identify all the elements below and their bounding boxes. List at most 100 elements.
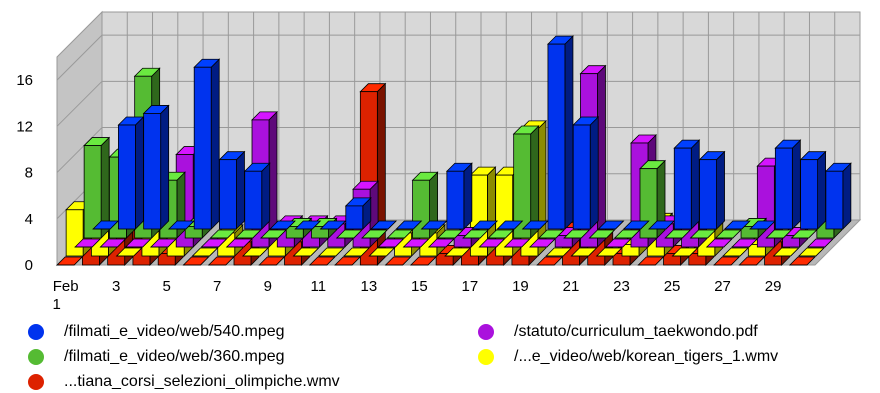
bar [806, 238, 834, 248]
bar [462, 229, 490, 239]
bar [149, 238, 177, 248]
bar [772, 247, 800, 257]
legend-label: /...e_video/web/korean_tigers_1.wmv [514, 348, 779, 365]
bar [258, 256, 286, 266]
x-tick-label: 15 [411, 278, 428, 295]
bar-statuto-curriculum-taekwondo-pdf-20-front [554, 235, 573, 248]
bar-filmati-e-video-web-540-mpeg-20-front [572, 124, 591, 230]
bar [537, 229, 565, 239]
legend-label: /filmati_e_video/web/360.mpeg [64, 348, 285, 365]
bar-filmati-e-video-web-540-mpeg-5-front [193, 66, 212, 230]
legend-swatch [478, 349, 494, 365]
bar [774, 139, 802, 230]
bar-tiana-corsi-selezioni-olimpiche-wmv-16-front [435, 253, 454, 266]
x-tick-label: 19 [512, 278, 529, 295]
x-tick-label: 13 [360, 278, 377, 295]
bar-filmati-e-video-web-540-mpeg-25-front [699, 159, 717, 230]
bar [361, 229, 389, 239]
bar [572, 116, 600, 230]
bar [182, 256, 210, 266]
bar-filmati-e-video-web-540-mpeg-29-front [800, 159, 818, 230]
legend-label: /filmati_e_video/web/540.mpeg [64, 323, 285, 340]
bar-filmati-e-video-web-540-mpeg-25-side [716, 150, 725, 230]
bar [308, 256, 336, 266]
x-tick-label: 11 [311, 278, 327, 295]
bar-statuto-curriculum-taekwondo-pdf-21-side [597, 64, 606, 248]
bar-e-video-web-korean-tigers-1-wmv-1-front [65, 209, 84, 257]
grid-line [56, 80, 103, 127]
bar [713, 256, 741, 266]
bar [377, 238, 405, 248]
bar [117, 116, 145, 230]
x-tick-label: 7 [213, 278, 221, 295]
bar [698, 150, 726, 230]
bar-filmati-e-video-web-540-mpeg-19-front [547, 43, 566, 230]
legend-swatch [28, 324, 44, 340]
bar [74, 238, 102, 248]
bar [705, 238, 733, 248]
bar [344, 196, 372, 230]
bar [671, 247, 699, 257]
bar [788, 256, 816, 266]
y-tick-label: 16 [16, 72, 33, 89]
bar [546, 35, 574, 230]
bar-e-video-web-korean-tigers-1-wmv-23-front [621, 244, 640, 257]
x-tick-label: 3 [112, 278, 120, 295]
bar [496, 220, 524, 230]
bar-filmati-e-video-web-540-mpeg-15-side [463, 162, 473, 230]
bar [191, 247, 219, 257]
x-tick-label: Feb [53, 278, 79, 295]
bar [595, 247, 623, 257]
bar-filmati-e-video-web-360-mpeg-1-front [83, 145, 102, 239]
bar-filmati-e-video-web-540-mpeg-2-front [118, 124, 136, 230]
bar-filmati-e-video-web-540-mpeg-24-side [690, 139, 700, 230]
bar-tiana-corsi-selezioni-olimpiche-wmv-25-front [663, 253, 681, 266]
bar-filmati-e-video-web-360-mpeg-10-front [311, 226, 329, 239]
bar [395, 220, 423, 230]
legend-label: ...tiana_corsi_selezioni_olimpiche.wmv [64, 373, 340, 390]
bar-filmati-e-video-web-540-mpeg-2-side [134, 116, 144, 230]
bar [723, 220, 751, 230]
bar [563, 229, 591, 239]
bar [99, 238, 127, 248]
bar-filmati-e-video-web-540-mpeg-29-side [817, 150, 826, 230]
x-tick-label: 1 [52, 296, 60, 313]
bar [193, 58, 221, 230]
bar [218, 150, 246, 230]
bar-filmati-e-video-web-540-mpeg-3-side [160, 104, 170, 230]
bar-statuto-curriculum-taekwondo-pdf-16-front [453, 235, 472, 248]
bar-filmati-e-video-web-540-mpeg-30-side [842, 162, 852, 230]
bar [343, 247, 371, 257]
bar-filmati-e-video-web-360-mpeg-9-front [285, 226, 304, 239]
bar [797, 247, 825, 257]
bar-tiana-corsi-selezioni-olimpiche-wmv-26-front [688, 253, 707, 266]
bar [200, 238, 228, 248]
bar [765, 229, 793, 239]
bar [436, 229, 464, 239]
legend-swatch [28, 374, 44, 390]
bar [588, 229, 616, 239]
bar [317, 247, 345, 257]
bar [471, 220, 499, 230]
x-tick-label: 29 [765, 278, 782, 295]
bar [622, 220, 650, 230]
y-tick-label: 0 [25, 257, 33, 274]
bar [597, 220, 625, 230]
legend-swatch [478, 324, 494, 340]
bar-tiana-corsi-selezioni-olimpiche-wmv-23-front [612, 253, 631, 266]
legend-label: /statuto/curriculum_taekwondo.pdf [514, 323, 758, 340]
bar-filmati-e-video-web-540-mpeg-6-side [236, 150, 245, 230]
bar-filmati-e-video-web-540-mpeg-28-side [791, 139, 801, 230]
bar [83, 136, 111, 239]
x-tick-label: 27 [714, 278, 731, 295]
grid-line [56, 127, 103, 173]
bar-filmati-e-video-web-540-mpeg-7-front [244, 170, 263, 230]
bar [512, 125, 540, 239]
y-tick-label: 4 [25, 211, 33, 228]
bar [243, 162, 271, 230]
bar [209, 229, 237, 239]
bar [294, 220, 322, 230]
bar-filmati-e-video-web-540-mpeg-3-front [143, 113, 162, 230]
